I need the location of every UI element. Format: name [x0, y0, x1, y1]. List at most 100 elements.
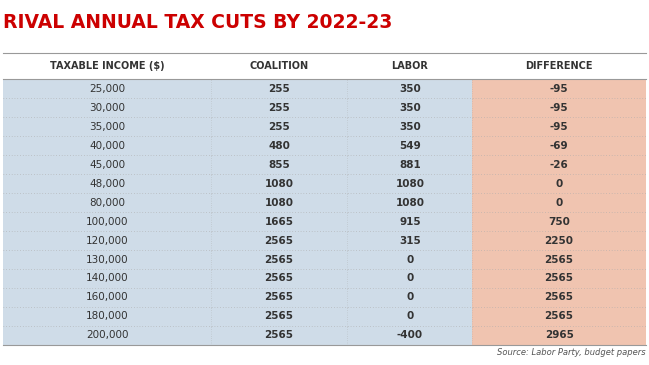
Bar	[347, 193, 472, 212]
Text: COALITION: COALITION	[249, 61, 309, 71]
Bar	[347, 307, 472, 326]
Text: 1080: 1080	[265, 197, 293, 208]
Bar	[472, 212, 646, 231]
Bar	[3, 269, 211, 288]
Text: 2965: 2965	[545, 330, 574, 341]
Bar	[211, 250, 347, 269]
Text: 750: 750	[548, 216, 570, 227]
Bar	[472, 174, 646, 193]
Text: 35,000: 35,000	[89, 122, 125, 132]
Text: 0: 0	[406, 311, 413, 322]
Text: 255: 255	[268, 84, 290, 94]
Text: 0: 0	[556, 197, 563, 208]
Text: 130,000: 130,000	[86, 254, 129, 265]
Bar	[347, 155, 472, 174]
Bar	[3, 326, 211, 345]
Text: -95: -95	[550, 103, 569, 113]
Bar	[3, 231, 211, 250]
Text: 1080: 1080	[265, 178, 293, 189]
Text: 255: 255	[268, 103, 290, 113]
Text: 2565: 2565	[545, 292, 574, 303]
Text: 2565: 2565	[265, 292, 293, 303]
Text: 350: 350	[399, 84, 421, 94]
Bar	[3, 212, 211, 231]
Bar	[211, 288, 347, 307]
Text: 0: 0	[406, 254, 413, 265]
Bar	[472, 98, 646, 117]
Bar	[347, 136, 472, 155]
Text: 855: 855	[268, 160, 290, 170]
Text: 0: 0	[406, 273, 413, 284]
Bar	[472, 155, 646, 174]
Text: 45,000: 45,000	[89, 160, 125, 170]
Bar	[472, 231, 646, 250]
Bar	[472, 288, 646, 307]
Text: 881: 881	[399, 160, 421, 170]
Text: 0: 0	[406, 292, 413, 303]
Bar	[211, 53, 347, 79]
Bar	[211, 155, 347, 174]
Text: 480: 480	[268, 141, 290, 151]
Text: 2250: 2250	[545, 235, 574, 246]
Bar	[3, 155, 211, 174]
Text: -400: -400	[397, 330, 423, 341]
Bar	[211, 231, 347, 250]
Text: 1080: 1080	[395, 178, 424, 189]
Bar	[472, 307, 646, 326]
Text: 0: 0	[556, 178, 563, 189]
Text: 1665: 1665	[265, 216, 293, 227]
Bar	[472, 193, 646, 212]
Bar	[3, 98, 211, 117]
Text: 2565: 2565	[265, 235, 293, 246]
Text: -69: -69	[550, 141, 569, 151]
Bar	[211, 174, 347, 193]
Text: -95: -95	[550, 122, 569, 132]
Bar	[347, 250, 472, 269]
Text: DIFFERENCE: DIFFERENCE	[525, 61, 593, 71]
Text: 200,000: 200,000	[86, 330, 129, 341]
Text: 30,000: 30,000	[89, 103, 125, 113]
Bar	[3, 288, 211, 307]
Bar	[3, 79, 211, 98]
Bar	[3, 136, 211, 155]
Bar	[3, 53, 211, 79]
Text: 350: 350	[399, 103, 421, 113]
Text: 549: 549	[399, 141, 421, 151]
Bar	[347, 53, 472, 79]
Text: 350: 350	[399, 122, 421, 132]
Bar	[472, 250, 646, 269]
Bar	[3, 193, 211, 212]
Text: 2565: 2565	[265, 311, 293, 322]
Bar	[211, 98, 347, 117]
Bar	[211, 193, 347, 212]
Bar	[211, 269, 347, 288]
Bar	[347, 231, 472, 250]
Text: 180,000: 180,000	[86, 311, 129, 322]
Bar	[211, 212, 347, 231]
Bar	[3, 250, 211, 269]
Bar	[472, 326, 646, 345]
Bar	[347, 288, 472, 307]
Text: TAXABLE INCOME ($): TAXABLE INCOME ($)	[50, 61, 164, 71]
Text: -95: -95	[550, 84, 569, 94]
Text: 2565: 2565	[265, 254, 293, 265]
Text: LABOR: LABOR	[391, 61, 428, 71]
Bar	[472, 117, 646, 136]
Text: 2565: 2565	[265, 273, 293, 284]
Text: RIVAL ANNUAL TAX CUTS BY 2022-23: RIVAL ANNUAL TAX CUTS BY 2022-23	[3, 13, 393, 32]
Text: 2565: 2565	[545, 254, 574, 265]
Bar	[472, 53, 646, 79]
Bar	[211, 136, 347, 155]
Bar	[472, 269, 646, 288]
Bar	[211, 307, 347, 326]
Text: -26: -26	[550, 160, 569, 170]
Text: 100,000: 100,000	[86, 216, 129, 227]
Text: 120,000: 120,000	[86, 235, 129, 246]
Text: 1080: 1080	[395, 197, 424, 208]
Text: 2565: 2565	[545, 273, 574, 284]
Bar	[347, 174, 472, 193]
Bar	[347, 98, 472, 117]
Text: 2565: 2565	[265, 330, 293, 341]
Text: 40,000: 40,000	[89, 141, 125, 151]
Text: 25,000: 25,000	[89, 84, 125, 94]
